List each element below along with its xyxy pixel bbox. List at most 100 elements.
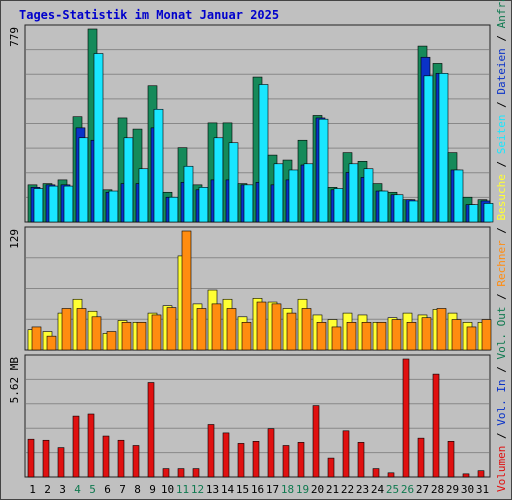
bar-sites-day-17 — [271, 303, 282, 351]
x-label-day-16: 16 — [251, 483, 264, 496]
x-label-day-1: 1 — [29, 483, 36, 496]
bar-kbytes-day-24 — [372, 468, 380, 478]
legend-weekend_label: Vol. Out — [495, 307, 508, 360]
bar-pages-day-16 — [258, 84, 269, 223]
bar-kbytes-day-7 — [117, 439, 125, 478]
bar-sites-day-1 — [31, 326, 42, 351]
x-label-day-7: 7 — [119, 483, 126, 496]
legend-separator: / — [495, 426, 508, 446]
bar-sites-day-25 — [391, 319, 402, 351]
bar-pages-day-4 — [78, 137, 89, 223]
bar-kbytes-day-10 — [162, 468, 170, 478]
bar-pages-day-27 — [423, 75, 434, 223]
x-label-day-15: 15 — [236, 483, 249, 496]
bar-kbytes-day-3 — [57, 447, 65, 478]
bar-kbytes-day-29 — [447, 441, 455, 478]
bar-kbytes-day-28 — [432, 373, 440, 478]
bar-kbytes-day-13 — [207, 424, 215, 478]
x-label-day-23: 23 — [356, 483, 369, 496]
bar-kbytes-day-17 — [267, 428, 275, 478]
top-panel: 779 — [8, 24, 494, 223]
legend-files: Vol. In — [495, 379, 508, 425]
bar-kbytes-day-15 — [237, 443, 245, 478]
bar-pages-day-3 — [63, 185, 74, 223]
bar-pages-day-26 — [408, 200, 419, 223]
bar-sites-day-11 — [181, 230, 192, 351]
bar-pages-day-12 — [198, 187, 209, 223]
bar-sites-day-23 — [361, 322, 372, 351]
bar-kbytes-day-1 — [27, 438, 35, 478]
bar-kbytes-day-11 — [177, 468, 185, 478]
bar-kbytes-day-26 — [402, 358, 410, 478]
x-label-day-28: 28 — [431, 483, 444, 496]
bar-sites-day-10 — [166, 307, 177, 351]
bar-sites-day-22 — [346, 322, 357, 351]
bar-pages-day-28 — [438, 73, 449, 223]
bar-kbytes-day-6 — [102, 435, 110, 478]
bar-sites-day-6 — [106, 331, 117, 351]
bar-pages-day-24 — [378, 190, 389, 223]
bar-pages-day-11 — [183, 165, 194, 223]
x-label-day-13: 13 — [206, 483, 219, 496]
bar-pages-day-19 — [303, 163, 314, 223]
x-label-day-8: 8 — [134, 483, 141, 496]
bar-sites-day-4 — [76, 308, 87, 351]
bar-pages-day-31 — [483, 203, 494, 223]
bar-kbytes-day-2 — [42, 439, 50, 478]
bar-sites-day-12 — [196, 308, 207, 351]
bar-pages-day-17 — [273, 163, 284, 223]
bar-pages-day-22 — [348, 163, 359, 223]
legend-separator: / — [495, 28, 508, 48]
bar-sites-day-18 — [286, 312, 297, 351]
bar-pages-day-20 — [318, 118, 329, 223]
x-label-day-25: 25 — [386, 483, 399, 496]
right-legend: Volumen / Vol. In / Vol. Out / Rechner /… — [495, 0, 508, 492]
chart-title: Tages-Statistik im Monat Januar 2025 — [19, 8, 279, 22]
x-label-day-30: 30 — [461, 483, 474, 496]
legend-sites: Rechner — [495, 240, 508, 287]
bar-pages-day-7 — [123, 137, 134, 223]
x-label-day-9: 9 — [149, 483, 156, 496]
bar-sites-day-20 — [316, 322, 327, 351]
bar-kbytes-day-27 — [417, 437, 425, 478]
bar-pages-day-18 — [288, 169, 299, 223]
bar-pages-day-21 — [333, 188, 344, 223]
x-label-day-6: 6 — [104, 483, 111, 496]
bar-pages-day-5 — [93, 53, 104, 223]
bar-kbytes-day-9 — [147, 382, 155, 478]
legend-visits: Besuche — [495, 174, 508, 220]
bar-kbytes-day-8 — [132, 445, 140, 478]
x-label-day-26: 26 — [401, 483, 414, 496]
bar-sites-day-19 — [301, 308, 312, 351]
bar-sites-day-2 — [46, 335, 57, 351]
x-label-day-22: 22 — [341, 483, 354, 496]
x-label-day-18: 18 — [281, 483, 294, 496]
bar-pages-day-13 — [213, 137, 224, 223]
x-label-day-19: 19 — [296, 483, 309, 496]
bar-sites-day-31 — [481, 319, 492, 351]
legend-files: Dateien — [495, 48, 508, 94]
bar-kbytes-day-23 — [357, 442, 365, 478]
bar-sites-day-29 — [451, 319, 462, 351]
bar-sites-day-9 — [151, 314, 162, 351]
bar-pages-day-25 — [393, 194, 404, 223]
bar-kbytes-day-19 — [297, 442, 305, 478]
y-axis-max-label: 129 — [8, 229, 21, 249]
bar-sites-day-15 — [241, 322, 252, 351]
bar-pages-day-8 — [138, 168, 149, 223]
x-label-day-20: 20 — [311, 483, 324, 496]
bar-kbytes-day-12 — [192, 468, 200, 478]
legend-pages: Seiten — [495, 114, 508, 154]
bar-kbytes-day-31 — [477, 470, 485, 478]
bar-sites-day-26 — [406, 322, 417, 351]
bar-pages-day-9 — [153, 108, 164, 223]
bar-sites-day-30 — [466, 326, 477, 351]
bar-sites-day-21 — [331, 326, 342, 351]
bar-sites-day-14 — [226, 308, 237, 351]
x-label-day-12: 12 — [191, 483, 204, 496]
bar-kbytes-day-4 — [72, 415, 80, 478]
x-label-day-31: 31 — [476, 483, 489, 496]
middle-panel: 129 — [8, 226, 492, 351]
x-label-day-5: 5 — [89, 483, 96, 496]
bar-kbytes-day-5 — [87, 413, 95, 478]
